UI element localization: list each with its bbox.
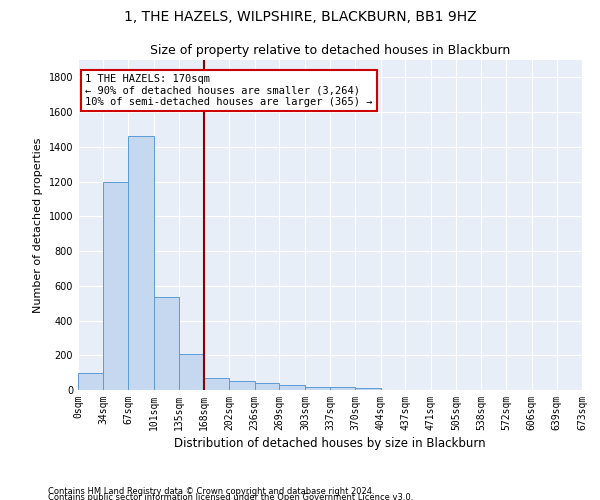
Bar — [331, 388, 355, 390]
Bar — [305, 386, 331, 390]
Bar — [78, 372, 103, 390]
Bar — [179, 354, 204, 390]
Text: 1 THE HAZELS: 170sqm
← 90% of detached houses are smaller (3,264)
10% of semi-de: 1 THE HAZELS: 170sqm ← 90% of detached h… — [85, 74, 373, 107]
Bar — [204, 378, 229, 390]
Text: Contains public sector information licensed under the Open Government Licence v3: Contains public sector information licen… — [48, 492, 413, 500]
X-axis label: Distribution of detached houses by size in Blackburn: Distribution of detached houses by size … — [174, 437, 486, 450]
Bar — [103, 182, 128, 390]
Bar — [355, 388, 380, 390]
Bar — [280, 385, 305, 390]
Title: Size of property relative to detached houses in Blackburn: Size of property relative to detached ho… — [150, 44, 510, 58]
Y-axis label: Number of detached properties: Number of detached properties — [33, 138, 43, 312]
Text: Contains HM Land Registry data © Crown copyright and database right 2024.: Contains HM Land Registry data © Crown c… — [48, 486, 374, 496]
Bar — [229, 382, 255, 390]
Text: 1, THE HAZELS, WILPSHIRE, BLACKBURN, BB1 9HZ: 1, THE HAZELS, WILPSHIRE, BLACKBURN, BB1… — [124, 10, 476, 24]
Bar — [255, 383, 280, 390]
Bar — [128, 136, 154, 390]
Bar — [154, 297, 179, 390]
